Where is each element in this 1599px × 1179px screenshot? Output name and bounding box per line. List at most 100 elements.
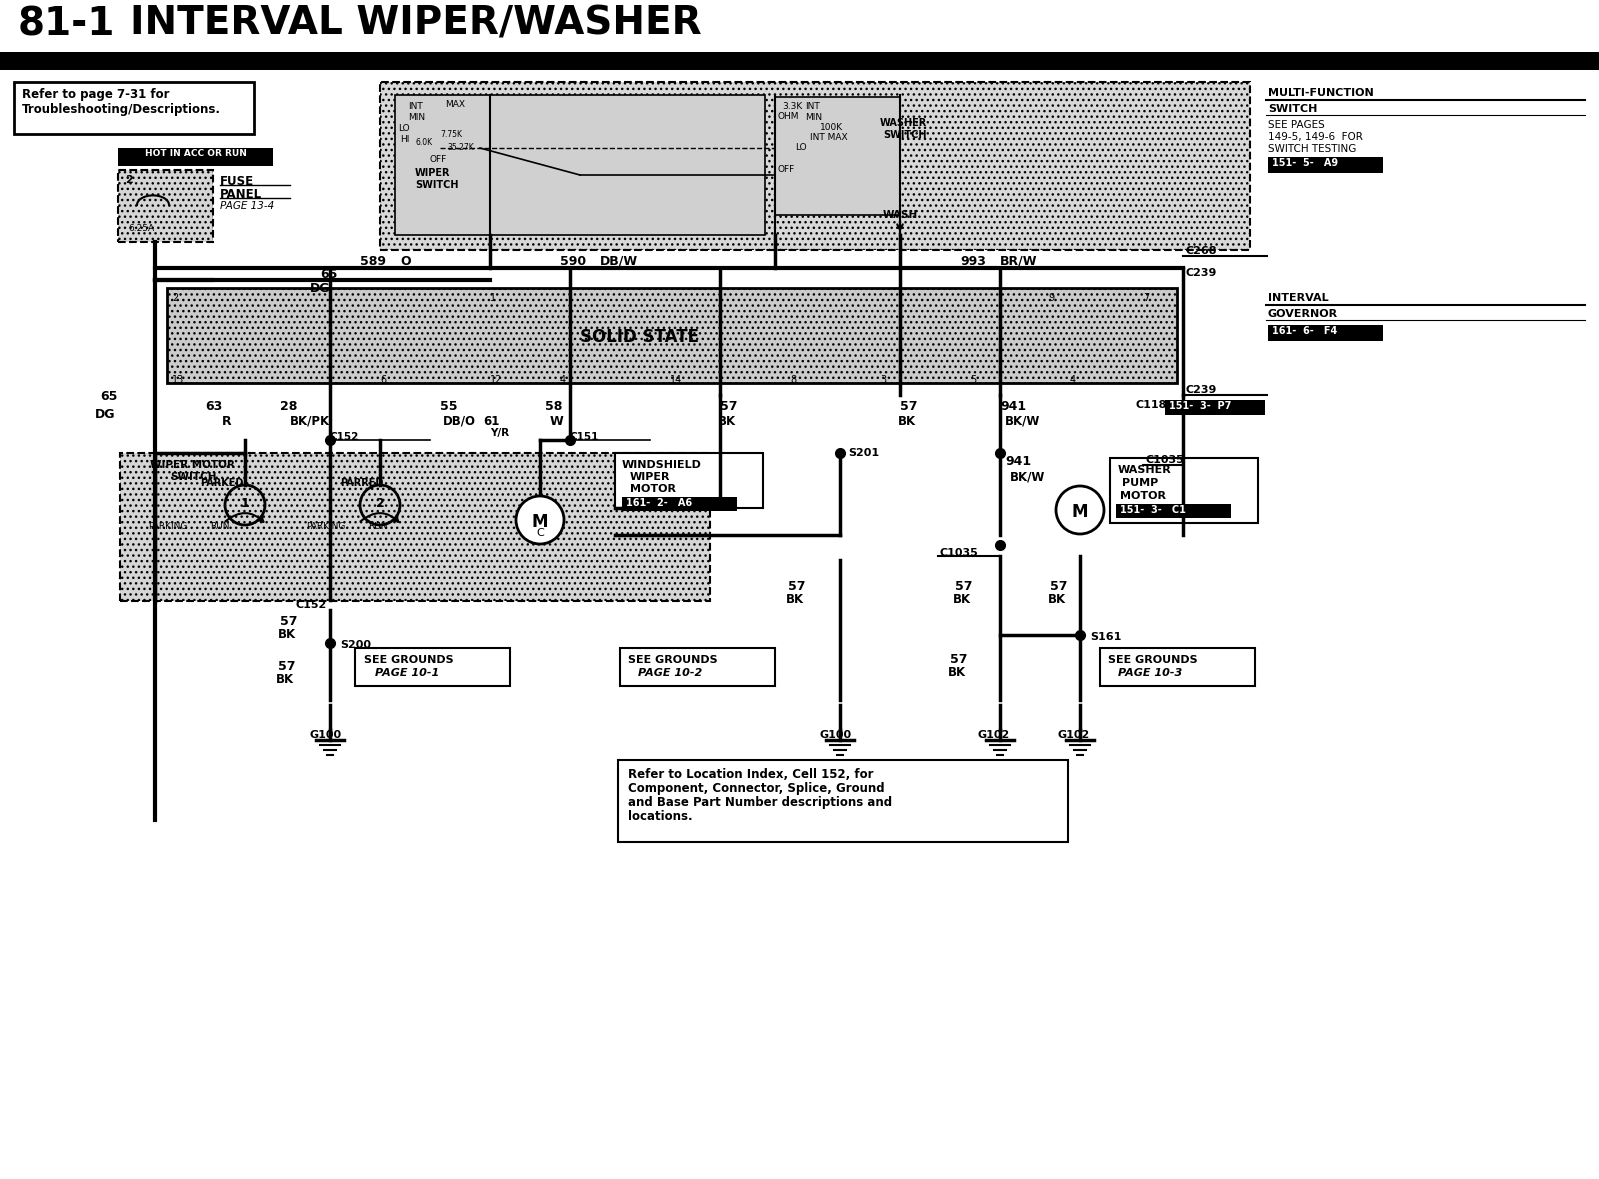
Text: 2: 2 <box>173 294 177 303</box>
Text: 57: 57 <box>280 615 297 628</box>
Text: PAGE 10-2: PAGE 10-2 <box>638 668 702 678</box>
Text: OHM: OHM <box>779 112 800 121</box>
Text: C1035: C1035 <box>940 548 979 558</box>
Text: C239: C239 <box>1185 268 1217 278</box>
Text: SEE GROUNDS: SEE GROUNDS <box>365 656 454 665</box>
Text: C: C <box>536 528 544 538</box>
Text: PAGE 10-1: PAGE 10-1 <box>376 668 440 678</box>
Text: PUMP: PUMP <box>1122 477 1158 488</box>
Text: C152: C152 <box>294 600 326 610</box>
Text: SWITCH: SWITCH <box>883 130 926 140</box>
Text: BK: BK <box>899 415 916 428</box>
Text: 57: 57 <box>900 400 918 413</box>
Text: locations.: locations. <box>628 810 692 823</box>
Text: 3: 3 <box>879 375 886 386</box>
Text: 590: 590 <box>560 255 587 268</box>
Text: 28: 28 <box>280 400 297 413</box>
Bar <box>14 83 254 134</box>
Text: SWITCH TESTING: SWITCH TESTING <box>1268 144 1356 154</box>
Text: WIPER MOTOR: WIPER MOTOR <box>150 460 235 470</box>
Text: HOT IN ACC OR RUN: HOT IN ACC OR RUN <box>146 149 246 158</box>
Text: and Base Part Number descriptions and: and Base Part Number descriptions and <box>628 796 892 809</box>
Text: FUSE: FUSE <box>221 174 254 187</box>
Text: 993: 993 <box>959 255 987 268</box>
Text: 2: 2 <box>125 174 133 185</box>
Text: C239: C239 <box>1185 386 1217 395</box>
Text: SWITCH: SWITCH <box>169 472 216 482</box>
Text: 100K: 100K <box>820 123 843 132</box>
Text: SEE GROUNDS: SEE GROUNDS <box>628 656 718 665</box>
Text: MIN: MIN <box>804 113 822 121</box>
Text: PARKING: PARKING <box>305 522 345 531</box>
Text: G100: G100 <box>820 730 852 740</box>
Text: MOTOR: MOTOR <box>1119 490 1166 501</box>
Text: 941: 941 <box>1006 455 1031 468</box>
Text: M: M <box>532 513 548 531</box>
Text: 57: 57 <box>278 660 296 673</box>
Text: PAGE 10-3: PAGE 10-3 <box>1118 668 1182 678</box>
Text: 65: 65 <box>101 390 117 403</box>
Text: C152: C152 <box>329 432 360 442</box>
Text: 61: 61 <box>483 415 499 428</box>
Text: 35.27K: 35.27K <box>448 143 473 152</box>
Text: DB/O: DB/O <box>443 415 477 428</box>
Text: BK: BK <box>278 628 296 641</box>
Text: S200: S200 <box>341 640 371 650</box>
Text: G102: G102 <box>979 730 1011 740</box>
Bar <box>0 52 1599 70</box>
Text: BK: BK <box>1047 593 1067 606</box>
Bar <box>118 170 213 242</box>
Text: INT: INT <box>804 103 820 111</box>
Text: 12: 12 <box>489 375 502 386</box>
Text: BK/W: BK/W <box>1011 470 1046 483</box>
Text: SOLID STATE: SOLID STATE <box>580 328 699 345</box>
Text: PARKING: PARKING <box>149 522 187 531</box>
Bar <box>120 453 710 601</box>
Text: PANEL: PANEL <box>221 187 262 200</box>
Text: 589: 589 <box>360 255 385 268</box>
Text: 4: 4 <box>560 375 566 386</box>
Text: SWITCH: SWITCH <box>1268 104 1318 114</box>
Text: INTERVAL: INTERVAL <box>1268 294 1329 303</box>
Text: DG: DG <box>310 282 331 295</box>
Text: 57: 57 <box>1051 580 1068 593</box>
Text: 8: 8 <box>790 375 796 386</box>
Text: INT MAX: INT MAX <box>811 133 847 141</box>
Text: 7: 7 <box>1143 294 1150 303</box>
Text: 65: 65 <box>320 268 337 281</box>
Text: OFF: OFF <box>779 165 795 174</box>
Bar <box>355 648 510 686</box>
Bar <box>395 95 764 235</box>
Text: BK/PK: BK/PK <box>289 415 329 428</box>
Text: Troubleshooting/Descriptions.: Troubleshooting/Descriptions. <box>22 103 221 116</box>
Text: 1: 1 <box>489 294 496 303</box>
Text: INTERVAL WIPER/WASHER: INTERVAL WIPER/WASHER <box>130 5 702 42</box>
Text: LO: LO <box>795 143 806 152</box>
Text: W: W <box>550 415 564 428</box>
Text: BK: BK <box>277 673 294 686</box>
Text: PARKED: PARKED <box>200 477 243 488</box>
Text: 1: 1 <box>240 498 249 511</box>
Text: G102: G102 <box>1059 730 1091 740</box>
Text: BR/W: BR/W <box>999 255 1038 268</box>
Bar <box>617 760 1068 842</box>
Text: SEE GROUNDS: SEE GROUNDS <box>1108 656 1198 665</box>
Text: C151: C151 <box>569 432 600 442</box>
Text: PARRED: PARRED <box>341 477 384 488</box>
Text: WASHER: WASHER <box>879 118 927 129</box>
Bar <box>776 97 900 215</box>
Text: LO: LO <box>398 124 409 133</box>
Text: 81-1: 81-1 <box>18 5 115 42</box>
Text: 57: 57 <box>788 580 806 593</box>
Text: MIN: MIN <box>408 113 425 121</box>
Text: 9: 9 <box>1047 294 1054 303</box>
Text: WIPER: WIPER <box>416 167 451 178</box>
Text: SWITCH: SWITCH <box>416 180 459 190</box>
Text: DB/W: DB/W <box>600 255 638 268</box>
Text: 151-  3-  P7: 151- 3- P7 <box>1169 401 1231 411</box>
Bar <box>1166 400 1265 415</box>
Text: PAGE 13-4: PAGE 13-4 <box>221 200 275 211</box>
Text: SEE PAGES: SEE PAGES <box>1268 120 1324 130</box>
Text: Refer to page 7-31 for: Refer to page 7-31 for <box>22 88 169 101</box>
Text: C1035: C1035 <box>1145 455 1183 465</box>
